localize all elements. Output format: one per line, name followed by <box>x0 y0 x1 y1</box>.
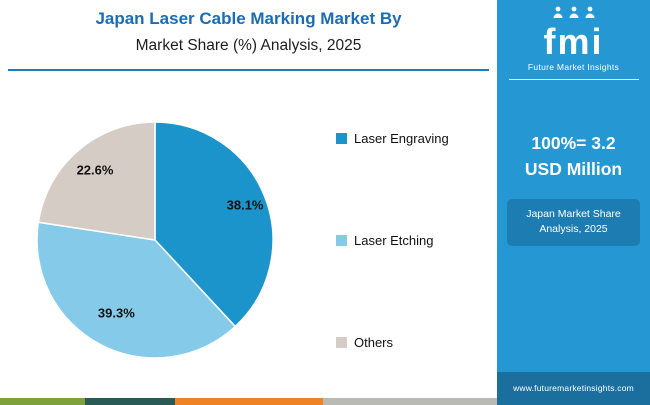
pie-value-label: 39.3% <box>97 305 135 321</box>
legend-label: Laser Etching <box>354 233 434 248</box>
note-line1: Japan Market Share <box>526 207 621 220</box>
page-subtitle: Market Share (%) Analysis, 2025 <box>135 37 362 54</box>
market-value-stat: 100%= 3.2 USD Million <box>497 130 650 183</box>
pie-svg <box>36 121 274 359</box>
legend-swatch-laser-engraving <box>336 133 347 144</box>
people-icons <box>553 6 594 18</box>
footer-stripe <box>323 398 497 405</box>
legend-item-laser-engraving: Laser Engraving <box>336 131 449 146</box>
logo-divider <box>508 79 639 80</box>
header-divider <box>8 69 489 71</box>
footer-stripe <box>85 398 175 405</box>
footer-stripes <box>0 398 497 405</box>
website-bar: www.futuremarketinsights.com <box>497 372 650 405</box>
logo-subtext: Future Market Insights <box>527 62 620 72</box>
note-line2: Analysis, 2025 <box>539 223 608 236</box>
legend-label: Laser Engraving <box>354 131 449 146</box>
fmi-logo: fmi Future Market Insights <box>497 0 650 80</box>
logo-text: fmi <box>543 21 604 62</box>
chart-panel: Japan Laser Cable Marking Market By Mark… <box>0 9 497 405</box>
pie-slice-laser-etching <box>36 221 237 359</box>
pie-slice-others <box>37 121 156 241</box>
analysis-note-box: Japan Market Share Analysis, 2025 <box>507 198 640 246</box>
pie-value-label: 22.6% <box>76 162 114 178</box>
pie-chart: 38.1% 39.3% 22.6% <box>35 120 275 360</box>
pie-slice-laser-engraving <box>154 121 274 328</box>
footer-stripe <box>175 398 323 405</box>
legend-swatch-laser-etching <box>336 235 347 246</box>
legend-item-others: Others <box>336 335 393 350</box>
legend-swatch-others <box>336 337 347 348</box>
pie-value-label: 38.1% <box>226 197 264 213</box>
page-title: Japan Laser Cable Marking Market By <box>95 9 402 28</box>
stat-line2: USD Million <box>524 159 623 180</box>
legend-item-laser-etching: Laser Etching <box>336 233 434 248</box>
footer-stripe <box>0 398 85 405</box>
website-url: www.futuremarketinsights.com <box>513 383 634 393</box>
legend-label: Others <box>354 335 394 350</box>
sidebar: fmi Future Market Insights 100%= 3.2 USD… <box>497 0 650 405</box>
stat-line1: 100%= 3.2 <box>531 133 616 153</box>
